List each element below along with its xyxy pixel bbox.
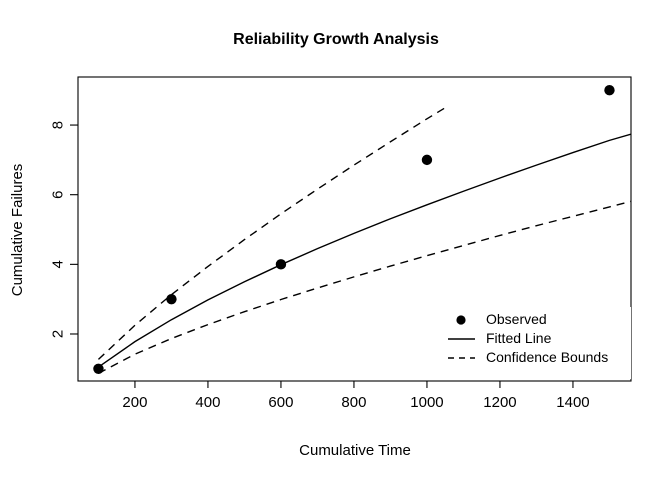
observed-data-point [421,154,433,166]
x-tick-label: 1400 [556,394,589,411]
fitted-line-path [98,133,631,368]
legend-background [441,307,631,379]
legend-item: Observed [456,311,547,327]
legend-item: Fitted Line [448,330,552,346]
y-tick-label: 8 [50,121,67,129]
chart-legend: Observed Fitted Line Confidence Bounds [441,307,631,379]
legend-item: Confidence Bounds [448,349,608,365]
confidence-bound-upper [97,104,450,360]
y-tick-label: 6 [50,191,67,199]
observed-data-point [604,85,615,96]
legend-point-icon [456,315,466,325]
chart-title: Reliability Growth Analysis [233,31,439,48]
legend-item-label: Observed [486,311,547,327]
y-axis-title: Cumulative Failures [9,164,26,297]
confidence-bound-lower [98,200,631,374]
y-tick-label: 4 [50,260,67,268]
x-tick-label: 200 [122,394,147,411]
data-series-layer [93,85,631,375]
y-axis-ticks: 2 4 6 8 [50,121,78,338]
x-tick-label: 400 [195,394,220,411]
x-axis-ticks: 200 400 600 800 1000 1200 1400 [122,381,590,411]
x-tick-label: 1200 [483,394,516,411]
y-tick-label: 2 [50,330,67,338]
x-tick-label: 800 [341,394,366,411]
legend-item-label: Fitted Line [486,330,552,346]
legend-item-label: Confidence Bounds [486,349,608,365]
x-tick-label: 600 [268,394,293,411]
x-axis-title: Cumulative Time [299,442,411,459]
observed-data-point [166,293,177,305]
x-tick-label: 1000 [410,394,443,411]
